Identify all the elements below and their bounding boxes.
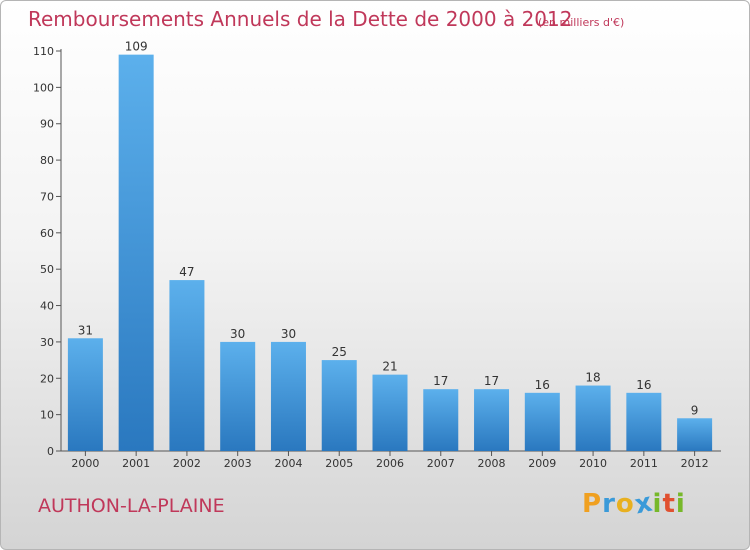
data-label-2008: 17: [484, 374, 499, 388]
x-tick-label-2012: 2012: [681, 457, 709, 470]
data-label-2001: 109: [125, 40, 148, 54]
bar-2009: [524, 392, 560, 451]
data-label-2006: 21: [382, 360, 397, 374]
data-label-2011: 16: [636, 378, 651, 392]
x-tick-label-2007: 2007: [427, 457, 455, 470]
chart-title: Remboursements Annuels de la Dette de 20…: [28, 7, 573, 31]
data-label-2009: 16: [535, 378, 550, 392]
y-tick-label: 0: [47, 445, 54, 458]
x-tick-label-2009: 2009: [528, 457, 556, 470]
y-tick-label: 110: [33, 45, 54, 58]
data-label-2003: 30: [230, 327, 245, 341]
data-label-2005: 25: [332, 345, 347, 359]
bar-2007: [423, 389, 459, 451]
logo-letter: i: [675, 489, 686, 519]
x-tick-label-2010: 2010: [579, 457, 607, 470]
bar-2012: [677, 418, 713, 451]
chart-subtitle: (en milliers d'€): [538, 16, 625, 29]
data-label-2010: 18: [585, 371, 600, 385]
bar-2006: [372, 374, 408, 451]
y-tick-label: 50: [40, 263, 54, 276]
logo-letter: P: [582, 489, 603, 519]
x-tick-label-2001: 2001: [122, 457, 150, 470]
chart-axes: 0 10 20 30 40 50 60 70 80 90 100 110 2000 2001 2002 200…: [33, 45, 721, 470]
y-tick-label: 40: [40, 300, 54, 313]
bar-2005: [321, 360, 357, 451]
bar-2003: [220, 341, 256, 451]
x-tick-label-2006: 2006: [376, 457, 404, 470]
x-tick-label-2002: 2002: [173, 457, 201, 470]
data-label-2007: 17: [433, 374, 448, 388]
bar-2004: [270, 341, 306, 451]
y-tick-label: 20: [40, 372, 54, 385]
y-tick-label: 60: [40, 227, 54, 240]
data-label-2004: 30: [281, 327, 296, 341]
chart-bars: 31 109 47 30 30 25 21 17 17 16 18 16 9: [67, 40, 713, 452]
bar-2002: [169, 280, 205, 451]
bar-2010: [575, 385, 611, 451]
data-label-2012: 9: [691, 403, 699, 417]
proxiti-logo: Proxiti: [582, 487, 686, 520]
y-tick-label: 100: [33, 81, 54, 94]
x-tick-label-2003: 2003: [224, 457, 252, 470]
bar-2001: [118, 54, 154, 452]
x-tick-label-2011: 2011: [630, 457, 658, 470]
logo-letter: t: [662, 489, 676, 519]
x-tick-label-2005: 2005: [325, 457, 353, 470]
y-tick-label: 80: [40, 154, 54, 167]
x-tick-label-2000: 2000: [71, 457, 99, 470]
bar-2000: [67, 338, 103, 451]
data-label-2002: 47: [179, 265, 194, 279]
y-tick-label: 30: [40, 336, 54, 349]
logo-letter: i: [652, 489, 663, 519]
bar-2008: [474, 389, 510, 451]
y-tick-label: 70: [40, 190, 54, 203]
logo-letter: o: [615, 489, 635, 519]
y-tick-label: 90: [40, 118, 54, 131]
logo-letter: r: [602, 489, 616, 519]
y-tick-label: 10: [40, 409, 54, 422]
data-label-2000: 31: [78, 323, 93, 337]
x-tick-label-2004: 2004: [274, 457, 302, 470]
x-tick-label-2008: 2008: [478, 457, 506, 470]
city-name: AUTHON-LA-PLAINE: [38, 495, 225, 517]
bar-2011: [626, 392, 662, 451]
